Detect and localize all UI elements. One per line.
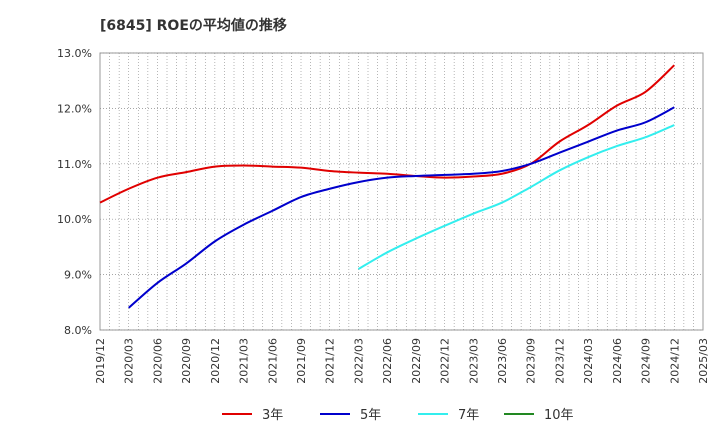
- y-tick-label: 13.0%: [57, 47, 92, 60]
- y-tick-label: 8.0%: [64, 324, 92, 337]
- x-tick-label: 2024/12: [668, 338, 681, 384]
- x-tick-label: 2022/03: [352, 338, 365, 384]
- y-tick-label: 9.0%: [64, 269, 92, 282]
- series-line-5年: [128, 106, 675, 309]
- x-tick-label: 2023/03: [467, 338, 480, 384]
- legend-label: 10年: [544, 408, 574, 423]
- x-tick-label: 2023/12: [553, 338, 566, 384]
- series-line-3年: [99, 64, 675, 204]
- x-tick-label: 2024/06: [611, 338, 624, 384]
- x-tick-label: 2020/09: [180, 338, 193, 384]
- x-tick-label: 2021/06: [266, 338, 279, 384]
- x-tick-label: 2024/03: [582, 338, 595, 384]
- series-lines: [99, 64, 675, 309]
- y-tick-label: 10.0%: [57, 213, 92, 226]
- x-tick-label: 2022/09: [410, 338, 423, 384]
- y-tick-label: 12.0%: [57, 102, 92, 115]
- plot-area: [99, 52, 704, 331]
- x-tick-label: 2023/06: [496, 338, 509, 384]
- x-tick-label: 2021/03: [238, 338, 251, 384]
- legend-label: 7年: [458, 408, 479, 423]
- x-tick-label: 2019/12: [94, 338, 107, 384]
- y-axis: 8.0% 9.0% 10.0% 11.0% 12.0% 13.0%: [57, 47, 92, 337]
- legend-label: 3年: [262, 408, 283, 423]
- x-tick-label: 2021/12: [324, 338, 337, 384]
- grid-lines: [100, 52, 703, 331]
- chart-title: [6845] ROEの平均値の推移: [100, 17, 287, 34]
- x-tick-label: 2023/09: [525, 338, 538, 384]
- legend: 3年 5年 7年 10年: [222, 408, 574, 423]
- x-tick-label: 2025/03: [697, 338, 710, 384]
- x-tick-label: 2021/09: [295, 338, 308, 384]
- x-axis: 2019/12 2020/03 2020/06 2020/09 2020/12 2021/…: [94, 338, 710, 384]
- legend-label: 5年: [360, 408, 381, 423]
- x-tick-label: 2020/12: [209, 338, 222, 384]
- x-tick-label: 2024/09: [640, 338, 653, 384]
- x-tick-label: 2022/12: [439, 338, 452, 384]
- series-line-7年: [357, 124, 675, 270]
- x-tick-label: 2020/03: [123, 338, 136, 384]
- y-tick-label: 11.0%: [57, 158, 92, 171]
- x-tick-label: 2022/06: [381, 338, 394, 384]
- x-tick-label: 2020/06: [151, 338, 164, 384]
